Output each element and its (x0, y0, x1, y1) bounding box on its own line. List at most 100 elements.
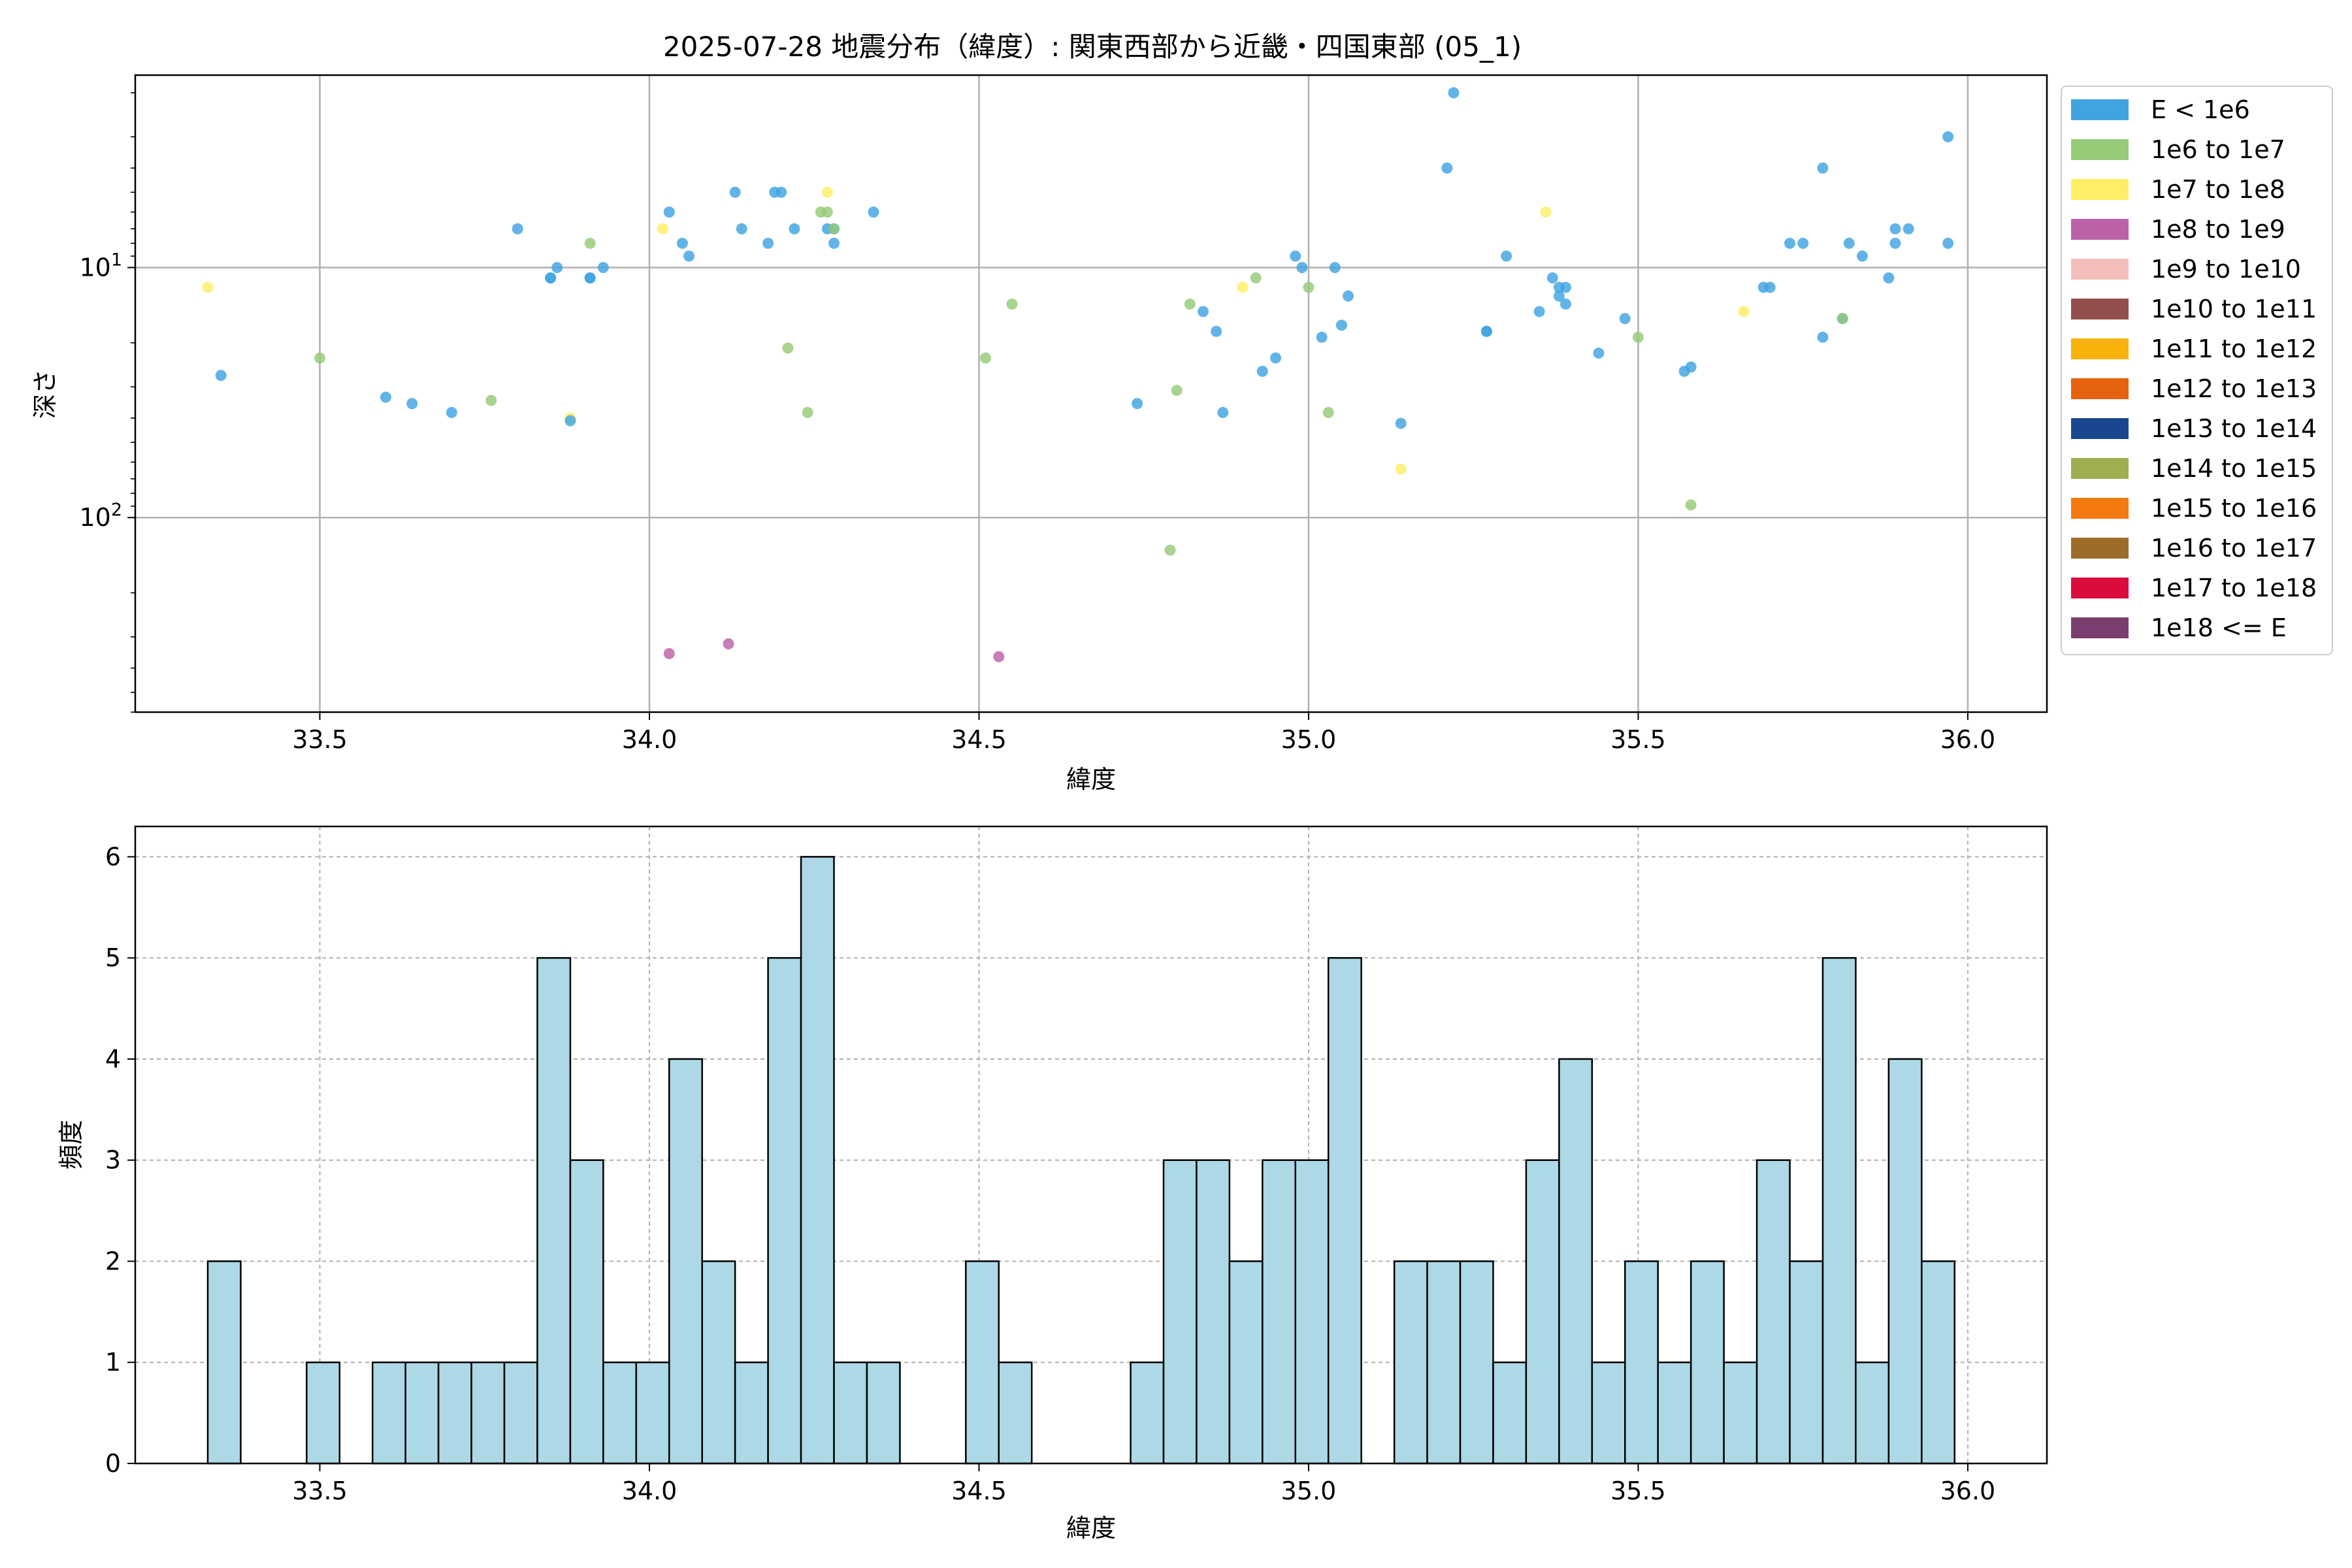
legend-entry-label: 1e9 to 1e10 (2151, 255, 2301, 284)
histogram-bar (437, 1361, 472, 1465)
legend-entry-label: 1e6 to 1e7 (2151, 135, 2285, 164)
histogram-bar (1393, 1260, 1428, 1465)
histogram-y-tick-label: 2 (105, 1247, 121, 1275)
histogram-bar (1162, 1159, 1198, 1465)
histogram-bar (1492, 1361, 1527, 1465)
histogram-bar (701, 1260, 736, 1465)
scatter-point (980, 352, 992, 364)
scatter-point (1290, 250, 1301, 262)
scatter-point (1448, 87, 1460, 99)
scatter-point (1164, 544, 1176, 556)
scatter-point (1685, 499, 1697, 511)
scatter-point (821, 206, 833, 218)
histogram-bar (569, 1159, 604, 1465)
histogram-bar (470, 1361, 506, 1465)
histogram-x-tick-label: 35.5 (1610, 1477, 1666, 1505)
histogram-bar (1459, 1260, 1494, 1465)
histogram-bar (536, 956, 572, 1465)
histogram-bar (866, 1361, 901, 1465)
scatter-point (380, 391, 391, 403)
scatter-point (1217, 406, 1229, 418)
legend-swatch (2071, 578, 2129, 598)
histogram-bar (1921, 1260, 1955, 1465)
histogram-bar (965, 1260, 1000, 1465)
scatter-point (762, 237, 774, 249)
histogram-bar (1855, 1361, 1890, 1465)
legend-swatch (2071, 458, 2129, 479)
figure-title: 2025-07-28 地震分布（緯度）: 関東西部から近畿・四国東部 (05_1… (663, 31, 1522, 63)
scatter-point (782, 342, 794, 354)
scatter-point (1270, 352, 1282, 364)
histogram-bar (1657, 1361, 1692, 1465)
legend-swatch (2071, 219, 2129, 240)
scatter-point (1856, 250, 1868, 262)
histogram-panel: 33.5 34.0 34.5 35.0 35.5 36.0 0 1 2 3 4 5 6 緯度 頻度 (57, 825, 2048, 1543)
scatter-point (828, 223, 840, 235)
scatter-point (1198, 306, 1209, 318)
histogram-bar (503, 1361, 538, 1465)
scatter-point (1441, 162, 1453, 174)
histogram-bar (1624, 1260, 1659, 1465)
histogram-bar (206, 1260, 242, 1465)
histogram-bar (306, 1361, 341, 1465)
legend-swatch (2071, 259, 2129, 280)
histogram-bar (1525, 1159, 1560, 1465)
legend-swatch (2071, 179, 2129, 200)
scatter-point (1560, 298, 1571, 310)
scatter-x-tick-label: 35.5 (1610, 725, 1666, 754)
histogram-bars (206, 856, 1955, 1465)
scatter-point (446, 406, 457, 418)
histogram-bar (1723, 1361, 1758, 1465)
scatter-point (1316, 331, 1328, 343)
scatter-plot-area (135, 75, 2047, 712)
scatter-point (1211, 325, 1222, 337)
legend-swatch (2071, 617, 2129, 638)
scatter-point (584, 237, 596, 249)
scatter-point (1335, 319, 1347, 331)
histogram-x-axis-label: 緯度 (1066, 1514, 1116, 1543)
histogram-plot-area (135, 826, 2047, 1463)
legend: E < 1e6 1e6 to 1e7 1e7 to 1e8 1e8 to 1e9 1e9… (2061, 86, 2333, 655)
scatter-point (314, 352, 326, 364)
scatter-point (1593, 348, 1605, 359)
scatter-x-tick-label: 34.0 (622, 725, 678, 754)
scatter-point (1797, 237, 1809, 249)
histogram-bar (371, 1361, 406, 1465)
scatter-point (663, 647, 675, 659)
scatter-point (683, 250, 695, 262)
legend-swatch (2071, 498, 2129, 519)
histogram-bar (1327, 956, 1362, 1465)
scatter-point (1843, 237, 1855, 249)
scatter-grid (135, 75, 2047, 712)
histogram-frame (134, 825, 2048, 1465)
legend-swatch (2071, 99, 2129, 120)
histogram-bar (1294, 1159, 1330, 1465)
histogram-bar (1591, 1361, 1626, 1465)
scatter-point (1395, 417, 1407, 429)
scatter-point (1764, 282, 1776, 293)
scatter-point (1837, 313, 1848, 325)
scatter-point (729, 186, 741, 198)
histogram-bar (1196, 1159, 1231, 1465)
scatter-point (821, 186, 833, 198)
scatter-point (802, 406, 813, 418)
scatter-y-minor-ticks (131, 92, 135, 713)
histogram-bar (1228, 1260, 1264, 1465)
histogram-bar (998, 1361, 1033, 1465)
legend-entry-label: 1e8 to 1e9 (2151, 215, 2285, 244)
scatter-point (1889, 237, 1901, 249)
scatter-point (1501, 250, 1512, 262)
histogram-bar (1789, 1260, 1824, 1465)
histogram-bar (602, 1361, 638, 1465)
legend-entry-label: 1e17 to 1e18 (2151, 574, 2317, 602)
scatter-y-ticks: 101 102 (79, 250, 135, 532)
scatter-point (828, 237, 840, 249)
histogram-bar (1821, 956, 1857, 1465)
scatter-point (993, 651, 1005, 662)
scatter-point (1540, 206, 1552, 218)
scatter-point (1296, 262, 1308, 274)
histogram-x-tick-label: 36.0 (1940, 1477, 1996, 1505)
scatter-x-axis-label: 緯度 (1066, 765, 1116, 794)
scatter-y-axis-label: 深さ (31, 369, 59, 419)
